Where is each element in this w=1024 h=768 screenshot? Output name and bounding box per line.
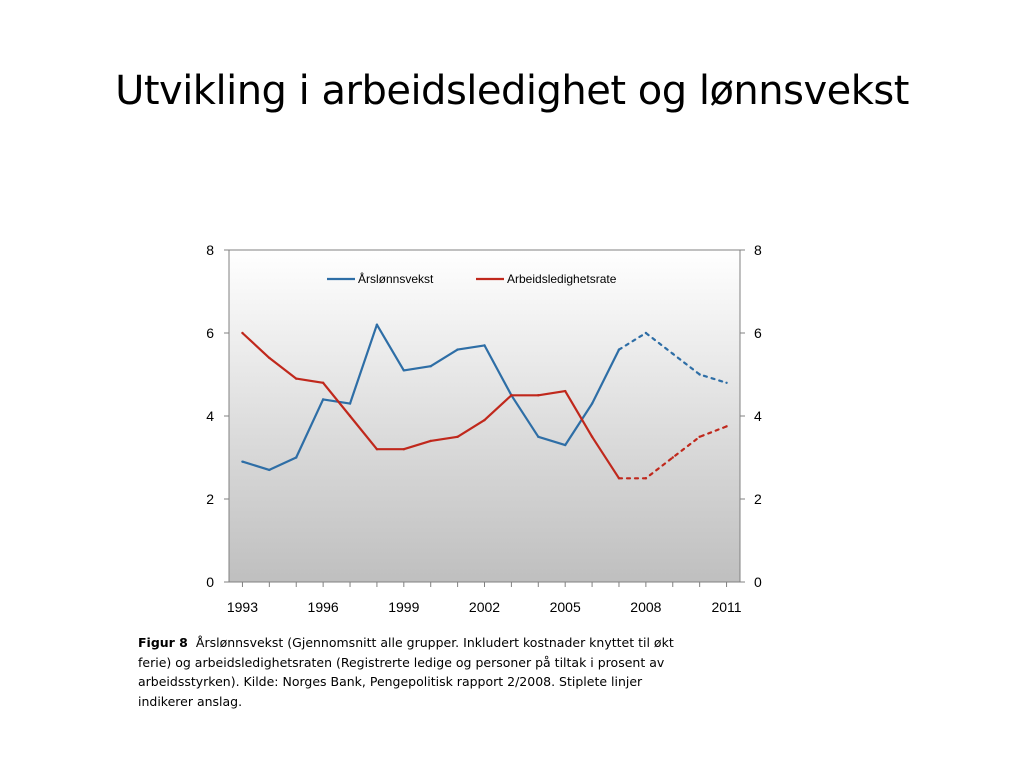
data-point	[402, 369, 406, 372]
data-point	[537, 435, 540, 438]
data-point	[617, 477, 621, 480]
x-tick-label: 1993	[227, 599, 258, 615]
data-point	[671, 352, 674, 355]
plot-area	[228, 249, 741, 583]
data-point	[241, 460, 244, 463]
legend: Årslønnsvekst Arbeidsledighetsrate	[327, 271, 617, 286]
data-point	[590, 402, 594, 405]
data-point	[483, 418, 486, 422]
y-tick-label-left: 8	[206, 242, 214, 258]
x-tick-label: 2005	[550, 599, 581, 615]
data-point	[510, 394, 513, 397]
data-point	[644, 331, 648, 335]
data-point	[671, 456, 674, 459]
data-point	[537, 394, 540, 397]
y-tick-label-left: 2	[206, 491, 214, 507]
y-tick-label-left: 0	[206, 574, 214, 590]
legend-label-0: Årslønnsvekst	[358, 271, 434, 286]
data-point	[268, 356, 271, 360]
data-point	[321, 398, 325, 401]
data-point	[321, 381, 325, 384]
slide-title: Utvikling i arbeidsledighet og lønnsveks…	[115, 68, 909, 114]
y-tick-label-right: 8	[754, 242, 762, 258]
data-point	[268, 468, 271, 472]
y-tick-label-right: 4	[754, 408, 762, 424]
data-point	[725, 425, 728, 428]
figure-caption: Figur 8 Årslønnsvekst (Gjennomsnitt alle …	[138, 633, 698, 711]
y-tick-label-right: 0	[754, 574, 762, 590]
x-tick-label: 2011	[711, 599, 741, 615]
legend-label-1: Arbeidsledighetsrate	[507, 272, 617, 286]
data-point	[644, 477, 648, 480]
data-point	[617, 348, 621, 351]
data-point	[698, 373, 701, 376]
x-tick-label: 1999	[388, 599, 419, 615]
y-tick-label-left: 4	[206, 408, 214, 424]
data-point	[429, 439, 432, 443]
data-point	[483, 344, 486, 347]
data-point	[563, 389, 567, 393]
series-line-1-forecast	[617, 425, 728, 480]
figure-caption-text: Årslønnsvekst (Gjennomsnitt alle grupper…	[138, 635, 674, 709]
data-point	[456, 348, 459, 351]
data-point	[375, 323, 379, 326]
data-point	[241, 331, 244, 335]
x-tick-label: 2008	[630, 599, 661, 615]
x-tick-label: 1996	[308, 599, 339, 615]
figure-label: Figur 8	[138, 635, 188, 650]
data-point	[590, 435, 594, 438]
data-point	[295, 456, 298, 459]
data-point	[295, 377, 298, 380]
data-point	[725, 381, 728, 384]
data-point	[402, 448, 406, 451]
y-tick-label-right: 6	[754, 325, 762, 341]
x-tick-label: 2002	[469, 599, 500, 615]
data-point	[375, 448, 379, 451]
y-tick-label-left: 6	[206, 325, 214, 341]
data-point	[456, 435, 459, 438]
y-tick-label-right: 2	[754, 491, 762, 507]
data-point	[348, 414, 352, 418]
data-point	[563, 443, 567, 447]
data-point	[698, 435, 701, 438]
data-point	[429, 365, 432, 368]
data-point	[348, 402, 352, 405]
